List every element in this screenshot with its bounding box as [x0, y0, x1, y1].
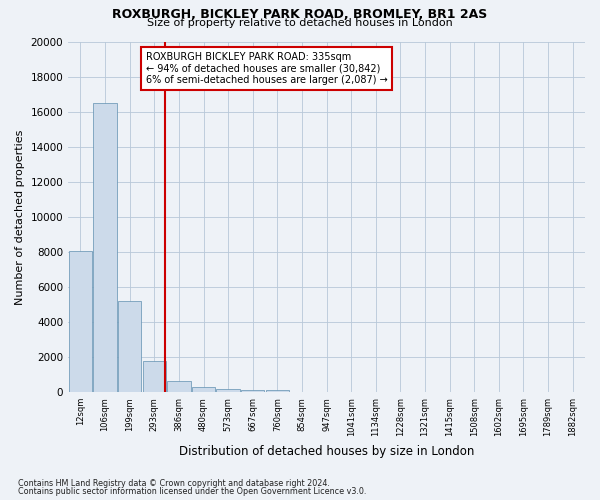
Text: Contains HM Land Registry data © Crown copyright and database right 2024.: Contains HM Land Registry data © Crown c… — [18, 478, 330, 488]
Bar — [94, 103, 117, 392]
Bar — [167, 381, 191, 392]
Bar — [69, 251, 92, 392]
Text: ROXBURGH, BICKLEY PARK ROAD, BROMLEY, BR1 2AS: ROXBURGH, BICKLEY PARK ROAD, BROMLEY, BR… — [112, 8, 488, 20]
Y-axis label: Number of detached properties: Number of detached properties — [15, 129, 25, 304]
Bar — [241, 390, 265, 392]
Bar — [118, 301, 142, 392]
Bar — [217, 389, 240, 392]
Text: Contains public sector information licensed under the Open Government Licence v3: Contains public sector information licen… — [18, 487, 367, 496]
Text: Size of property relative to detached houses in London: Size of property relative to detached ho… — [147, 18, 453, 28]
Text: ROXBURGH BICKLEY PARK ROAD: 335sqm
← 94% of detached houses are smaller (30,842): ROXBURGH BICKLEY PARK ROAD: 335sqm ← 94%… — [146, 52, 388, 85]
Bar — [143, 362, 166, 392]
Bar — [192, 387, 215, 392]
Bar — [266, 390, 289, 392]
X-axis label: Distribution of detached houses by size in London: Distribution of detached houses by size … — [179, 444, 474, 458]
